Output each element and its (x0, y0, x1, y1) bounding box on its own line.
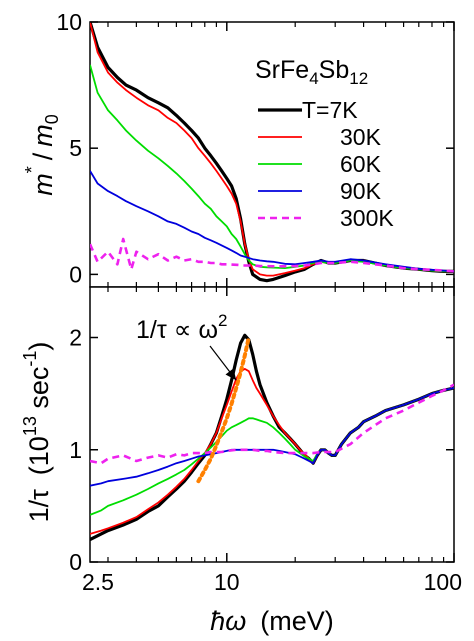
chart-title: SrFe4Sb12 (255, 56, 368, 88)
x-tick-label: 10 (214, 569, 240, 595)
x-tick-label: 100 (424, 569, 462, 595)
top-x-ticks (107, 22, 455, 287)
bottom-series-group (90, 333, 454, 542)
top-plot-frame (89, 21, 455, 288)
top-series-90k (90, 170, 454, 273)
bottom-ytick-label: 1 (69, 437, 82, 463)
bottom-y-axis-label: 1/τ(1013 sec-1) (20, 342, 54, 523)
bottom-y-ticks: 0 1 2 (69, 325, 454, 575)
top-ytick-label: 10 (56, 9, 82, 35)
annotation-arrowhead (225, 368, 237, 381)
x-tick-label: 2.5 (82, 569, 114, 595)
top-ytick-label: 5 (69, 135, 82, 161)
legend-label-90k: 90K (340, 178, 382, 204)
annotation-label: 1/τ ∝ ω2 (136, 311, 227, 344)
x-axis-label: ħω (meV) (210, 606, 334, 636)
bottom-ytick-label: 0 (69, 549, 82, 575)
bottom-x-ticks: 2.5 10 100 (82, 287, 462, 595)
bottom-series-90k (90, 387, 454, 487)
top-series-300k (90, 237, 454, 273)
bottom-ytick-label: 2 (69, 325, 82, 351)
top-ytick-label: 0 (69, 261, 82, 287)
bottom-panel: 0 1 2 2.5 10 100 1/τ ∝ ω2 1/τ(1013 sec-1) ħω… (20, 286, 462, 636)
legend-label-60k: 60K (340, 151, 382, 177)
legend-label-t-7k: T=7K (302, 97, 358, 123)
bottom-fit-line (196, 335, 251, 484)
bottom-series-300k (90, 383, 454, 465)
legend-label-300k: 300K (340, 205, 394, 231)
top-series-group (90, 22, 454, 283)
top-y-axis-label: m*/m0 (22, 114, 62, 196)
bottom-plot-frame (89, 286, 455, 563)
legend-label-30k: 30K (340, 124, 382, 150)
top-y-ticks: 0 5 10 (56, 9, 454, 287)
